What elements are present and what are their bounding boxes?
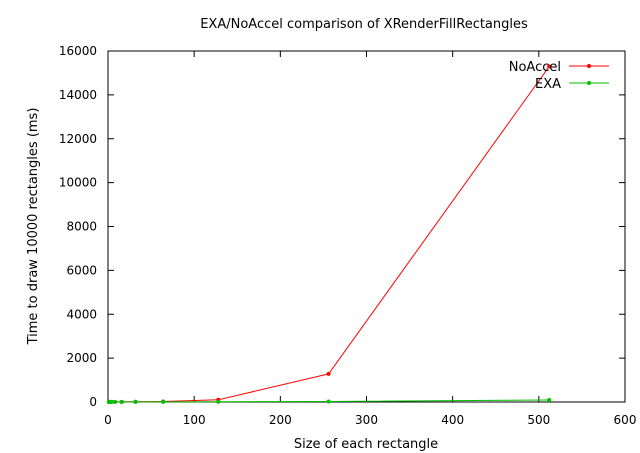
x-axis-label: Size of each rectangle — [294, 437, 438, 452]
data-point-exa — [326, 399, 331, 404]
data-point-exa — [547, 398, 552, 403]
legend-label-noaccel: NoAccel — [509, 60, 561, 75]
y-tick-label: 0 — [89, 395, 97, 409]
y-tick-label: 6000 — [66, 263, 97, 277]
series-line-noaccel — [108, 66, 550, 403]
x-tick-label: 300 — [355, 413, 378, 427]
legend-marker-noaccel — [587, 64, 591, 68]
x-tick-label: 500 — [527, 413, 550, 427]
y-tick-label: 8000 — [66, 220, 97, 234]
x-tick-label: 100 — [183, 413, 206, 427]
chart-title: EXA/NoAccel comparison of XRenderFillRec… — [200, 17, 528, 32]
data-point-exa — [161, 399, 166, 404]
series-noaccel — [106, 64, 552, 404]
data-point-exa — [216, 399, 221, 404]
y-axis-label: Time to draw 10000 rectangles (ms) — [26, 108, 41, 346]
series-layer — [106, 64, 552, 404]
y-tick-label: 10000 — [59, 176, 97, 190]
data-point-exa — [109, 399, 114, 404]
plot-frame — [107, 50, 626, 403]
y-tick-label: 2000 — [66, 351, 97, 365]
data-point-exa — [112, 399, 117, 404]
x-tick-label: 400 — [441, 413, 464, 427]
y-tick-label: 14000 — [59, 88, 97, 102]
x-tick-label: 600 — [614, 413, 637, 427]
y-tick-label: 16000 — [59, 44, 97, 58]
data-point-exa — [133, 399, 138, 404]
data-point-noaccel — [326, 371, 331, 376]
data-point-exa — [119, 399, 124, 404]
x-axis: 0 100 200 300 400 500 600 — [104, 51, 636, 427]
y-tick-label: 12000 — [59, 132, 97, 146]
x-tick-label: 0 — [104, 413, 112, 427]
series-exa — [106, 398, 552, 404]
legend-marker-exa — [587, 81, 591, 85]
x-tick-label: 200 — [269, 413, 292, 427]
y-tick-label: 4000 — [66, 307, 97, 321]
data-point-noaccel — [547, 64, 552, 69]
y-axis: 0 2000 4000 6000 8000 10000 12000 14000 16000 — [59, 44, 625, 409]
legend-label-exa: EXA — [535, 77, 561, 92]
legend: NoAccel EXA — [509, 60, 609, 92]
